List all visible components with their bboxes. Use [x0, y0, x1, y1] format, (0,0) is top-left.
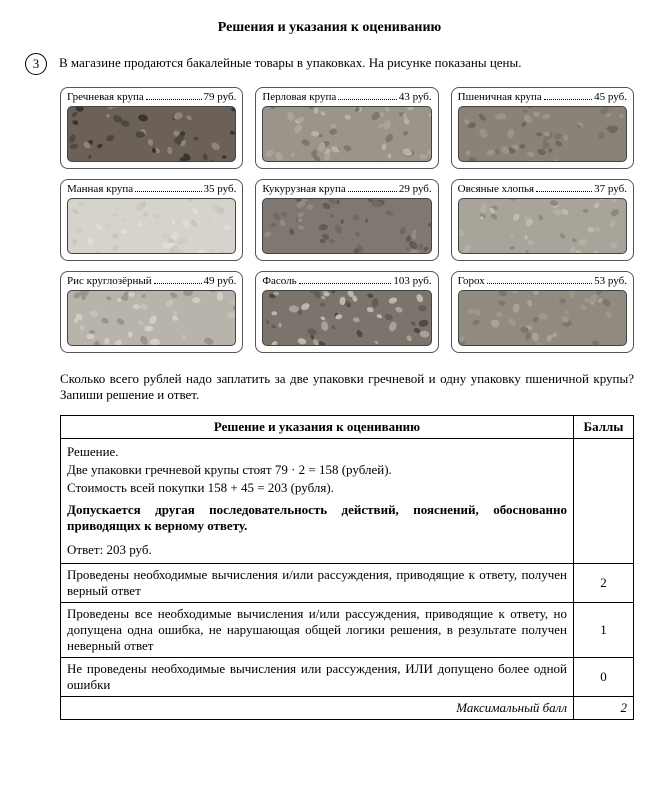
- product-name: Рис круглозёрный: [67, 275, 152, 287]
- product-card: Манная крупа 35 руб.: [60, 179, 243, 261]
- task-intro-text: В магазине продаются бакалейные товары в…: [59, 51, 521, 71]
- product-price: 79 руб.: [204, 91, 237, 103]
- solution-label: Решение.: [67, 444, 567, 460]
- question-text: Сколько всего рублей надо заплатить за д…: [60, 371, 634, 403]
- products-grid: Гречневая крупа 79 руб. Перловая крупа 43 р…: [60, 87, 634, 353]
- dots-filler: [146, 91, 202, 100]
- product-image: [262, 106, 431, 162]
- product-name: Фасоль: [262, 275, 296, 287]
- table-row: Не проведены необходимые вычисления или …: [61, 658, 634, 697]
- table-row: Проведены необходимые вычисления и/или р…: [61, 564, 634, 603]
- product-price: 35 руб.: [204, 183, 237, 195]
- task-number-badge: 3: [25, 53, 47, 75]
- grain-texture-icon: [263, 291, 430, 345]
- product-price: 103 руб.: [393, 275, 431, 287]
- solution-cell: Решение. Две упаковки гречневой крупы ст…: [61, 439, 574, 564]
- product-card: Кукурузная крупа 29 руб.: [255, 179, 438, 261]
- solution-step1: Две упаковки гречневой крупы стоят 79 · …: [67, 462, 567, 478]
- grain-texture-icon: [263, 107, 430, 161]
- grain-texture-icon: [459, 199, 626, 253]
- product-image: [67, 106, 236, 162]
- dots-filler: [487, 275, 592, 284]
- product-label: Фасоль 103 руб.: [262, 275, 431, 287]
- product-card: Овсяные хлопья 37 руб.: [451, 179, 634, 261]
- product-image: [458, 106, 627, 162]
- product-name: Горох: [458, 275, 485, 287]
- solution-score-blank: [574, 439, 634, 564]
- product-price: 43 руб.: [399, 91, 432, 103]
- product-card: Рис круглозёрный 49 руб.: [60, 271, 243, 353]
- product-label: Овсяные хлопья 37 руб.: [458, 183, 627, 195]
- criterion-text: Проведены необходимые вычисления и/или р…: [61, 564, 574, 603]
- product-name: Гречневая крупа: [67, 91, 144, 103]
- table-row: Проведены все необходимые вычисления и/и…: [61, 603, 634, 658]
- criterion-score: 2: [574, 564, 634, 603]
- product-name: Овсяные хлопья: [458, 183, 534, 195]
- rubric-table: Решение и указания к оцениванию Баллы Ре…: [60, 415, 634, 720]
- criterion-score: 1: [574, 603, 634, 658]
- grain-texture-icon: [459, 107, 626, 161]
- product-label: Пшеничная крупа 45 руб.: [458, 91, 627, 103]
- product-price: 37 руб.: [594, 183, 627, 195]
- criterion-text: Проведены все необходимые вычисления и/и…: [61, 603, 574, 658]
- product-label: Гречневая крупа 79 руб.: [67, 91, 236, 103]
- dots-filler: [135, 183, 201, 192]
- product-price: 29 руб.: [399, 183, 432, 195]
- rubric-header-main: Решение и указания к оцениванию: [61, 416, 574, 439]
- product-label: Горох 53 руб.: [458, 275, 627, 287]
- product-price: 45 руб.: [594, 91, 627, 103]
- dots-filler: [544, 91, 592, 100]
- rubric-header-score: Баллы: [574, 416, 634, 439]
- solution-note: Допускается другая последовательность де…: [67, 502, 567, 534]
- grain-texture-icon: [459, 291, 626, 345]
- solution-answer: Ответ: 203 руб.: [67, 542, 567, 558]
- dots-filler: [348, 183, 397, 192]
- grain-texture-icon: [68, 199, 235, 253]
- product-name: Пшеничная крупа: [458, 91, 542, 103]
- dots-filler: [154, 275, 202, 284]
- product-image: [262, 290, 431, 346]
- product-card: Перловая крупа 43 руб.: [255, 87, 438, 169]
- product-price: 53 руб.: [594, 275, 627, 287]
- product-name: Манная крупа: [67, 183, 133, 195]
- product-price: 49 руб.: [204, 275, 237, 287]
- product-card: Пшеничная крупа 45 руб.: [451, 87, 634, 169]
- grain-texture-icon: [68, 291, 235, 345]
- product-label: Перловая крупа 43 руб.: [262, 91, 431, 103]
- product-label: Кукурузная крупа 29 руб.: [262, 183, 431, 195]
- product-card: Гречневая крупа 79 руб.: [60, 87, 243, 169]
- criterion-text: Не проведены необходимые вычисления или …: [61, 658, 574, 697]
- dots-filler: [338, 91, 397, 100]
- max-score-value: 2: [574, 697, 634, 720]
- solution-step2: Стоимость всей покупки 158 + 45 = 203 (р…: [67, 480, 567, 496]
- product-name: Перловая крупа: [262, 91, 336, 103]
- grain-texture-icon: [68, 107, 235, 161]
- max-score-label: Максимальный балл: [61, 697, 574, 720]
- dots-filler: [299, 275, 392, 284]
- product-label: Манная крупа 35 руб.: [67, 183, 236, 195]
- task-header: 3 В магазине продаются бакалейные товары…: [25, 51, 634, 75]
- criterion-score: 0: [574, 658, 634, 697]
- grain-texture-icon: [263, 199, 430, 253]
- dots-filler: [536, 183, 592, 192]
- product-name: Кукурузная крупа: [262, 183, 345, 195]
- product-card: Фасоль 103 руб.: [255, 271, 438, 353]
- product-label: Рис круглозёрный 49 руб.: [67, 275, 236, 287]
- product-image: [262, 198, 431, 254]
- product-image: [67, 290, 236, 346]
- product-image: [67, 198, 236, 254]
- product-image: [458, 290, 627, 346]
- page-title: Решения и указания к оцениванию: [25, 20, 634, 36]
- product-card: Горох 53 руб.: [451, 271, 634, 353]
- product-image: [458, 198, 627, 254]
